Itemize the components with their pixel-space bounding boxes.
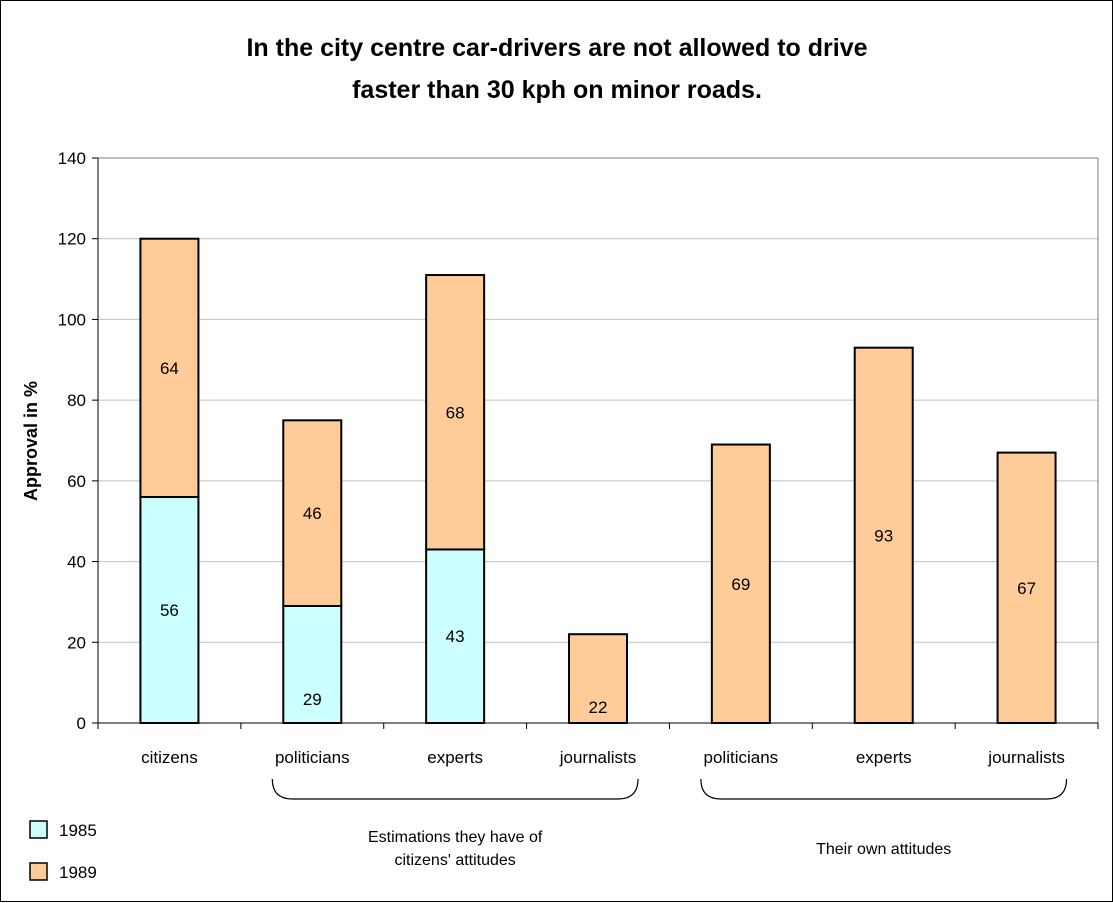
- group-annotations: Estimations they have of citizens' attitu…: [271, 778, 1068, 869]
- data-label: 22: [589, 698, 608, 717]
- data-label: 69: [731, 575, 750, 594]
- group-brace: [700, 778, 1068, 800]
- data-label: 29: [303, 690, 322, 709]
- group-annotation-label: Their own attitudes: [816, 841, 951, 858]
- legend-label-1989: 1989: [59, 863, 97, 882]
- legend-swatch-1989: [29, 862, 48, 881]
- bar-1989-politicians: [282, 419, 343, 607]
- data-label: 56: [160, 601, 179, 620]
- chart-title-line-1: In the city centre car-drivers are not a…: [246, 34, 867, 62]
- data-label: 46: [303, 504, 322, 523]
- data-labels: 56 64 29 46 43 68 22 69 93 67: [160, 359, 1036, 717]
- y-tick-label: 0: [77, 714, 86, 733]
- data-label: 93: [874, 526, 893, 545]
- legend-swatch-1985: [29, 820, 48, 839]
- legend-label-1985: 1985: [59, 821, 97, 840]
- y-tick-label: 20: [67, 633, 86, 652]
- data-label: 64: [160, 359, 179, 378]
- chart-title-line-2: faster than 30 kph on minor roads.: [352, 76, 762, 104]
- bar-1985-citizens: [139, 496, 200, 724]
- bar-1989-journalists: [996, 451, 1057, 724]
- bar-1989-citizens: [139, 237, 200, 498]
- bar-1985-politicians: [282, 604, 343, 725]
- data-label: 67: [1017, 579, 1036, 598]
- group-annotation-label: citizens' attitudes: [394, 852, 515, 869]
- y-tick-label: 60: [67, 472, 86, 491]
- bars: [139, 237, 1057, 725]
- data-label: 68: [446, 403, 465, 422]
- gridlines: [98, 157, 1099, 723]
- legend: 1985 1989: [29, 820, 97, 882]
- bar-1989-politicians: [710, 443, 771, 724]
- bar-1989-journalists: [568, 633, 628, 725]
- bar-1989-experts: [425, 274, 486, 551]
- category-label: politicians: [704, 748, 779, 767]
- bar-1989-experts: [853, 346, 914, 724]
- y-tick-label: 140: [58, 149, 86, 168]
- y-tick-label: 100: [58, 310, 86, 329]
- category-label: experts: [856, 748, 912, 767]
- category-label: experts: [427, 748, 483, 767]
- category-label: citizens: [141, 748, 198, 767]
- y-tick-label: 40: [67, 553, 86, 572]
- group-brace: [271, 778, 639, 800]
- category-labels: citizens politicians experts journalists pol…: [141, 748, 1065, 767]
- category-label: journalists: [559, 748, 637, 767]
- data-label: 43: [446, 627, 465, 646]
- group-annotation-label: Estimations they have of: [368, 829, 543, 846]
- category-label: politicians: [275, 748, 350, 767]
- y-axis-label: Approval in %: [21, 381, 41, 501]
- y-tick-label: 80: [67, 391, 86, 410]
- y-tick-label: 120: [58, 230, 86, 249]
- category-label: journalists: [987, 748, 1065, 767]
